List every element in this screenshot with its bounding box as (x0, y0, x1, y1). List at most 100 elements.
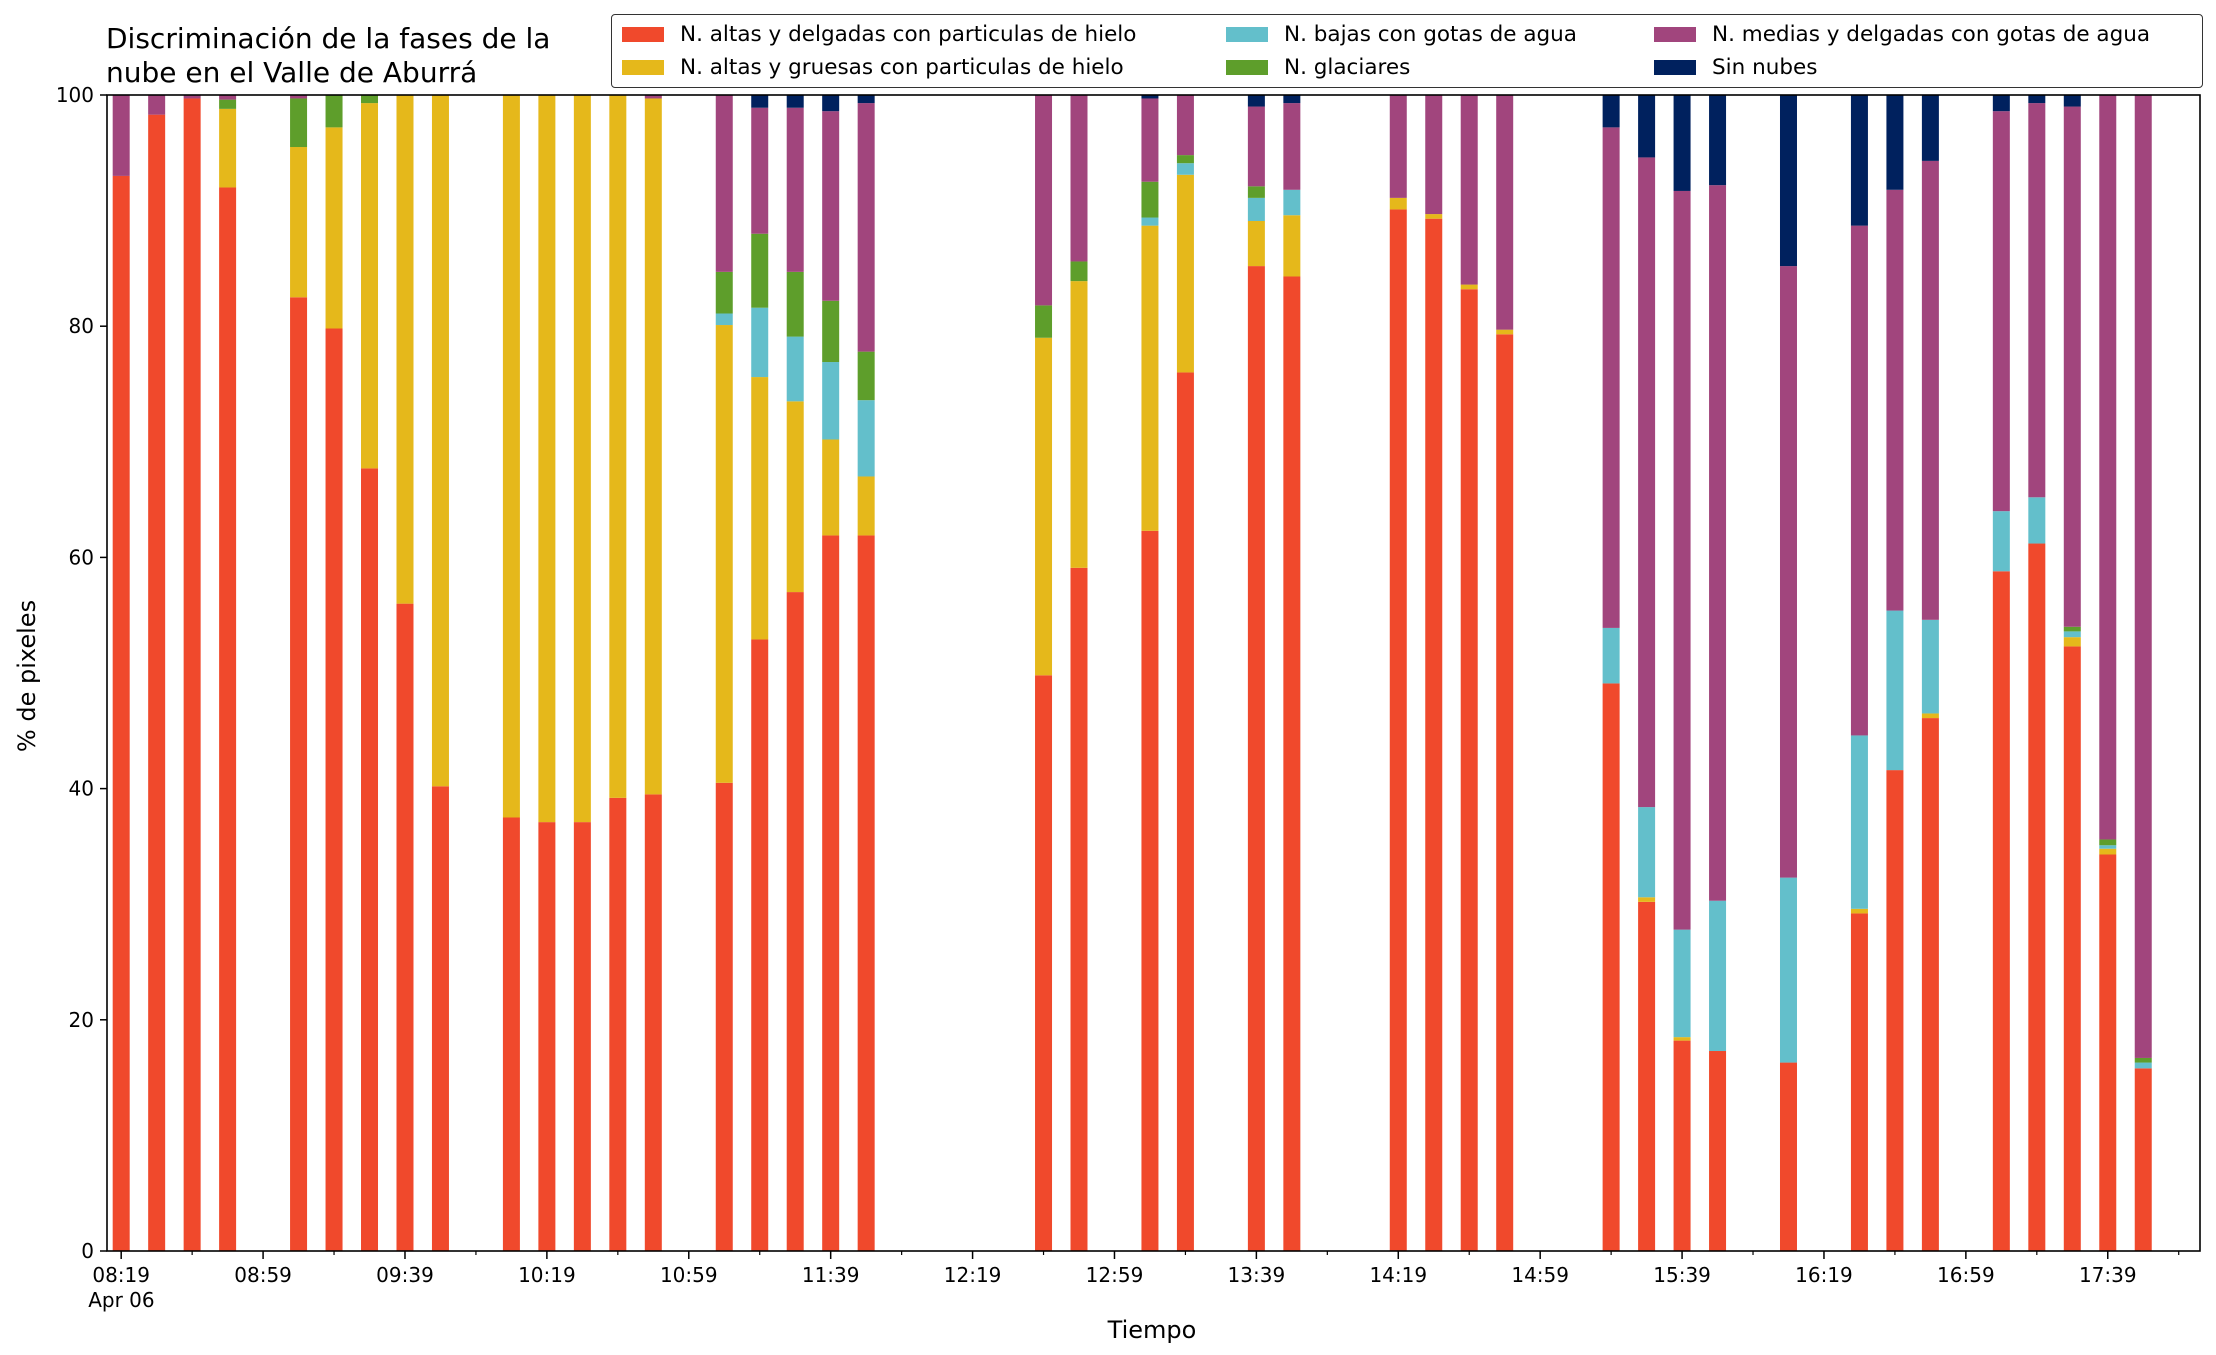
bar-segment (1886, 610, 1904, 771)
legend-item-bajas-agua: N. bajas con gotas de agua (1226, 20, 1577, 48)
bar-segment (431, 95, 449, 787)
bar-segment (1779, 877, 1797, 1063)
legend-label: Sin nubes (1712, 54, 1818, 80)
bar-segment (1992, 95, 2010, 112)
bar-segment (1886, 189, 1904, 611)
x-tick-label: 14:19 (1369, 1263, 1427, 1287)
bar-segment (148, 114, 166, 1251)
bar-segment (1638, 897, 1656, 902)
bar-segment (2028, 95, 2046, 104)
bar-segment (1141, 217, 1159, 226)
bar-segment (1389, 197, 1407, 210)
bar-segment (644, 95, 662, 99)
bar-segment (2099, 848, 2117, 855)
bar-segment (715, 325, 733, 783)
bar-segment (1247, 95, 1265, 107)
bar-segment (609, 797, 627, 1251)
bar-segment (1496, 95, 1514, 330)
legend-swatch (1654, 26, 1696, 42)
bar-segment (1247, 266, 1265, 1252)
y-tick-label: 60 (69, 545, 94, 569)
bar-segment (1921, 619, 1939, 714)
bar-segment (2063, 646, 2081, 1251)
bar-segment (1070, 95, 1088, 262)
legend-item-medias-delgadas: N. medias y delgadas con gotas de agua (1654, 20, 2150, 48)
bar-segment (1850, 225, 1868, 736)
bar-segment (1176, 372, 1194, 1251)
legend: N. altas y delgadas con particulas de hi… (611, 14, 2203, 88)
bar-segment (822, 362, 840, 440)
bar-segment (2028, 543, 2046, 1251)
bar-segment (1283, 215, 1301, 277)
bar-segment (857, 351, 875, 401)
bar-segment (1850, 735, 1868, 909)
bar-segment (1035, 95, 1053, 306)
x-tick-label: 08:19 (92, 1263, 150, 1287)
bar-segment (1247, 106, 1265, 187)
bar-segment (786, 336, 804, 402)
bar-segment (538, 822, 556, 1251)
bar-segment (1850, 913, 1868, 1251)
x-tick-label: 13:39 (1228, 1263, 1286, 1287)
bar-segment (644, 98, 662, 795)
bar-segment (1141, 98, 1159, 182)
bar-segment (219, 108, 237, 188)
bar-segment (751, 307, 769, 378)
bar-segment (1283, 189, 1301, 216)
plot-frame (106, 94, 2201, 1252)
bar-segment (1247, 197, 1265, 221)
legend-swatch (622, 26, 664, 42)
legend-swatch (1226, 26, 1268, 42)
bar-segment (219, 95, 237, 100)
bar-segment (361, 103, 379, 469)
bar-segment (1992, 511, 2010, 572)
bar-segment (1070, 281, 1088, 568)
bar-segment (751, 233, 769, 308)
bar-segment (751, 639, 769, 1251)
bar-segment (786, 592, 804, 1251)
bar-segment (1460, 284, 1478, 290)
y-tick-label: 80 (69, 314, 94, 338)
bar-segment (1035, 305, 1053, 338)
y-tick-label: 0 (81, 1239, 94, 1263)
legend-label: N. altas y delgadas con particulas de hi… (680, 21, 1137, 47)
x-tick-label: 16:19 (1795, 1263, 1853, 1287)
bar-segment (822, 300, 840, 363)
bar-segment (1709, 95, 1727, 186)
bar-segment (361, 468, 379, 1251)
bar-segment (1602, 95, 1620, 128)
bar-segment (2063, 95, 2081, 107)
x-tick-date-label: Apr 06 (88, 1288, 154, 1312)
bar-segment (1035, 675, 1053, 1251)
bar-segment (1673, 1037, 1691, 1041)
legend-label: N. altas y gruesas con particulas de hie… (680, 54, 1124, 80)
bar-segment (1850, 908, 1868, 914)
bar-segment (1389, 209, 1407, 1252)
bar-segment (2099, 845, 2117, 849)
bar-segment (2063, 106, 2081, 627)
bar-segment (1992, 571, 2010, 1251)
bars-group (112, 95, 2152, 1252)
bar-segment (1673, 929, 1691, 1038)
legend-item-glaciares: N. glaciares (1226, 53, 1410, 81)
bar-segment (2063, 637, 2081, 647)
bar-segment (2134, 95, 2152, 1058)
bar-segment (1247, 186, 1265, 198)
bar-segment (148, 95, 166, 115)
bar-segment (1283, 276, 1301, 1251)
legend-item-altas-gruesas: N. altas y gruesas con particulas de hie… (622, 53, 1124, 81)
bar-segment (1921, 713, 1939, 719)
bar-segment (1921, 160, 1939, 620)
legend-item-sin-nubes: Sin nubes (1654, 53, 1817, 81)
bar-segment (1992, 111, 2010, 512)
bar-segment (2028, 103, 2046, 498)
y-tick-label: 20 (69, 1008, 94, 1032)
bar-segment (502, 817, 520, 1251)
bar-segment (1141, 530, 1159, 1251)
bar-segment (1070, 567, 1088, 1251)
x-tick-label: 10:59 (660, 1263, 718, 1287)
bar-segment (1709, 185, 1727, 901)
bar-segment (2099, 839, 2117, 846)
x-tick-label: 12:59 (1086, 1263, 1144, 1287)
axes-group: 0 20 40 60 80 100 08:19 08:59 09:39 10:19 10:59 11:… (56, 83, 2201, 1312)
